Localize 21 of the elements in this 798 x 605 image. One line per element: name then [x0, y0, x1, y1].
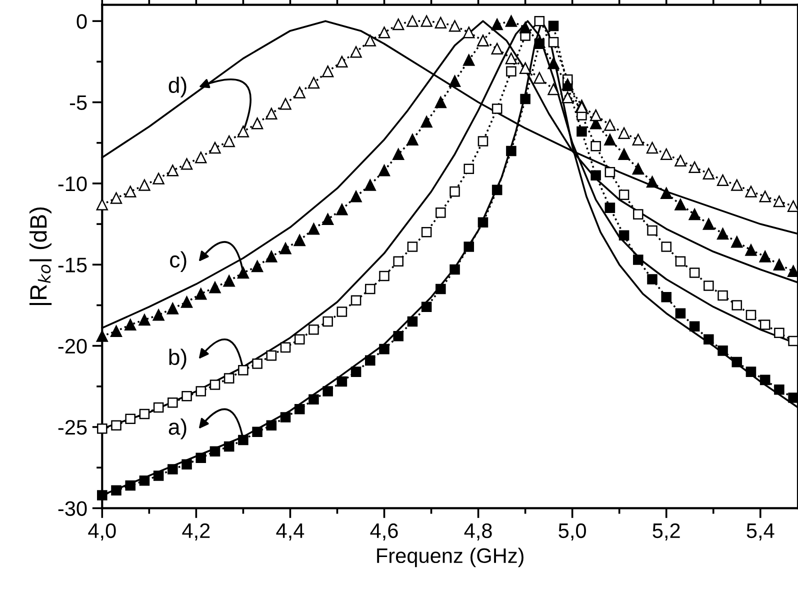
x-tick-label: 4,4: [276, 524, 304, 541]
y-tick-label: -25: [58, 420, 87, 435]
annotation: c): [170, 251, 186, 272]
y-tick-label: -15: [58, 258, 87, 272]
y-tick-label: -20: [58, 338, 87, 354]
annotation: b): [169, 348, 186, 370]
x-tick-label: 4,6: [370, 523, 398, 541]
annotation: a): [168, 418, 186, 440]
x-tick-label: 4,2: [182, 523, 210, 541]
x-tick-label: 5,2: [652, 523, 680, 541]
x-tick-label: 4,0: [88, 523, 116, 541]
y-tick-label: -30: [58, 501, 87, 516]
x-tick-label: 4,8: [464, 523, 492, 541]
y-tick-label: -5: [70, 95, 87, 110]
y-tick-label: -10: [58, 176, 87, 192]
x-tick-label: 5,4: [746, 524, 774, 541]
x-tick-label: 5,0: [558, 523, 586, 541]
y-axis-title: |R$_{ko}$| (dB): [29, 207, 52, 305]
annotation: d): [168, 76, 186, 98]
y-tick-label: 0: [76, 14, 87, 29]
x-axis-title: Frequenz (GHz): [377, 548, 524, 568]
